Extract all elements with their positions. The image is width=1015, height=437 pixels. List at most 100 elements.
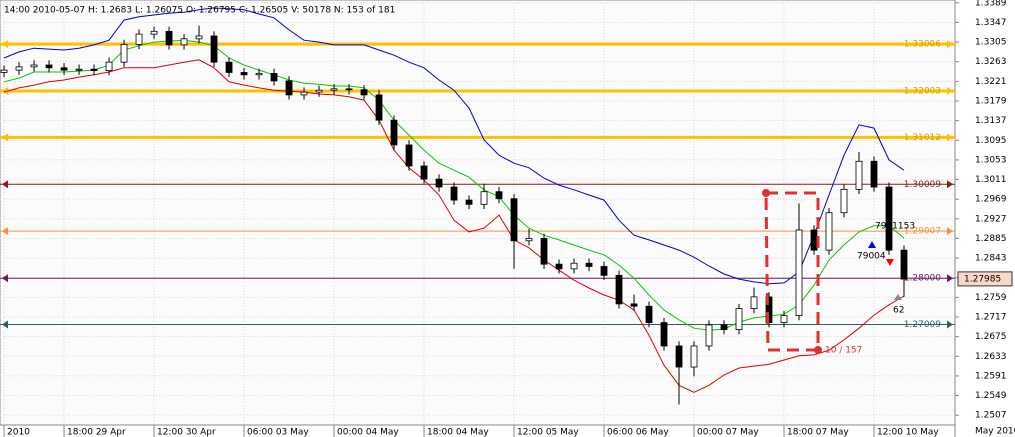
candle-body [315,89,323,93]
candle-body [390,119,398,146]
candle-body [270,73,278,82]
level-arrow [2,227,8,236]
candle-body [75,68,83,71]
level-label: 1.29007 [904,227,941,237]
y-tick-label: 1.2885 [975,234,1007,244]
y-tick-label: 1.2843 [975,254,1007,264]
candle-body [330,88,338,91]
candle-body [375,94,383,121]
candle-body [555,263,563,270]
y-tick-label: 1.2759 [975,293,1007,303]
level-arrow [947,320,953,329]
header: 14:00 2010-05-07 H: 1.2683 L: 1.26075 O:… [4,6,395,16]
y-tick-label: 1.2717 [975,312,1007,322]
candle-body [630,303,638,307]
candle-body [585,262,593,267]
candle-body [870,160,878,188]
candle-body [60,67,68,71]
candle-body [195,35,203,40]
annotation: 79004 [857,252,886,262]
candle-body [660,322,668,347]
level-label: 1.30009 [904,180,941,190]
level-arrow [947,40,953,49]
candle-body [120,44,128,63]
x-tick-label: 12:00 30 Apr [157,428,216,437]
price-label: 1.27985 [964,274,1001,284]
candle-body [675,345,683,368]
y-tick-label: 1.3305 [975,38,1007,48]
candle-body [450,186,458,201]
y-tick-label: 1.2591 [975,371,1007,381]
candle-body [540,238,548,265]
level-arrow [947,227,953,236]
candle-body [780,315,788,324]
candle-body [465,199,473,205]
y-tick-label: 1.2675 [975,332,1007,342]
candle-body [795,229,803,316]
signal-point [814,346,822,354]
level-arrow [947,180,953,189]
candle-body [420,165,428,180]
candle-body [825,212,833,251]
x-tick-label: 00:00 07 May [697,428,759,437]
y-tick-label: 1.3389 [975,0,1007,8]
candle-body [510,198,518,242]
candle-body [105,61,113,71]
candle-body [480,191,488,205]
candle-body [750,296,758,309]
y-tick-label: 1.3179 [975,96,1007,106]
level-arrow [947,133,953,142]
candle-body [525,238,533,242]
candle-body [885,186,893,251]
price-box [957,271,1013,287]
marker-arrow [894,294,902,300]
y-tick-label: 1.3053 [975,155,1007,165]
candle-body [840,188,848,214]
y-tick-label: 1.2927 [975,214,1007,224]
annotation: 10 / 157 [825,346,862,356]
level-label: 1.27009 [904,320,941,330]
x-tick-label: 00:00 04 May [337,428,399,437]
candle-body [495,191,503,200]
plot-area [0,0,956,426]
y-tick-label: 1.2969 [975,195,1007,205]
candle-body [15,66,23,71]
level-arrow [947,87,953,96]
candle-body [210,35,218,63]
signal-point [762,189,770,197]
candle-body [900,249,908,280]
x-tick-label: 18:00 29 Apr [67,428,126,437]
candle-body [360,89,368,96]
x-tick-label: 12:00 05 May [517,428,579,437]
buy-arrow [868,241,876,248]
candle-body [345,88,353,91]
level-label: 1.31012 [904,133,941,143]
level-arrow [2,180,8,189]
y-tick-label: 1.3263 [975,57,1007,67]
candle-body [705,324,713,347]
candle-body [285,80,293,96]
x-tick-label: 18:00 07 May [787,428,849,437]
y-tick-label: 1.2633 [975,352,1007,362]
level-label: 1.33006 [904,40,941,50]
candle-body [0,69,8,73]
level-arrow [2,320,8,329]
y-tick-label: 1.3137 [975,116,1007,126]
level-label: 1.32003 [904,87,941,97]
band-line [3,7,905,285]
y-tick-label: 1.3347 [975,18,1007,28]
candle-body [615,274,623,305]
candle-body [600,266,608,276]
candle-body [855,160,863,190]
x-tick-label: 2010 [7,428,30,437]
level-arrow [2,40,8,49]
y-tick-label: 1.3221 [975,77,1007,87]
y-tick-label: 1.2549 [975,391,1007,401]
x-tick-label: 06:00 03 May [247,428,309,437]
x-tick-label: 18:00 04 May [427,428,489,437]
axis-end-label: May 2010 [975,427,1015,437]
band-line [3,59,905,393]
candle-body [405,144,413,167]
x-tick-label: 12:00 10 May [877,428,939,437]
